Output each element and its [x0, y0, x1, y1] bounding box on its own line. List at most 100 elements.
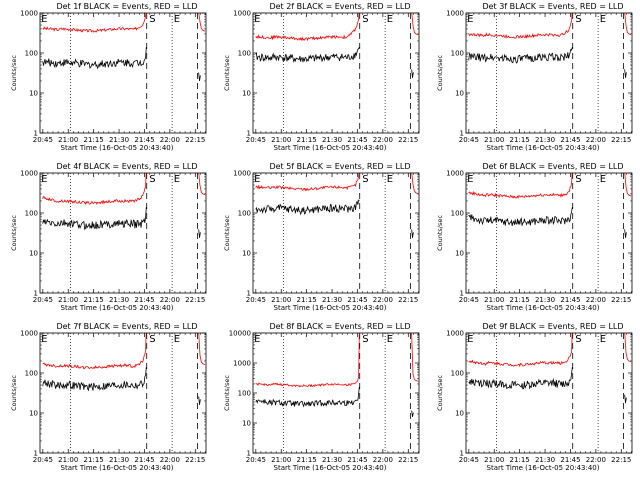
y-tick-label: 1000: [233, 10, 251, 18]
x-tick-label: 20:45: [33, 456, 53, 464]
series-lld-post: [624, 13, 632, 36]
x-tick-label: 21:30: [109, 136, 129, 144]
y-tick-label: 10: [29, 90, 38, 98]
series-lld-pre: [468, 173, 573, 199]
plot-frame: [465, 332, 633, 454]
detector-panel-5: Det 5f BLACK = Events, RED = LLD 1 10 100 10…: [213, 160, 426, 320]
chart-title: Det 2f BLACK = Events, RED = LLD: [269, 2, 410, 11]
y-tick-label: 1: [247, 130, 251, 138]
plot-frame: [39, 332, 207, 454]
y-tick-label: 1000: [20, 170, 38, 178]
marker-e: E: [174, 174, 180, 185]
marker-e: E: [41, 14, 47, 25]
x-tick-label: 22:00: [373, 296, 393, 304]
series-events-pre: [255, 386, 360, 408]
chart-svg: Det 6f BLACK = Events, RED = LLD 1 10 100 10…: [436, 162, 633, 312]
x-axis-label: Start Time (16-Oct-05 20:43:40): [274, 464, 387, 472]
x-tick-label: 20:45: [459, 456, 479, 464]
x-tick-label: 21:45: [134, 296, 154, 304]
detector-panel-4: Det 4f BLACK = Events, RED = LLD 1 10 100 10…: [0, 160, 213, 320]
y-tick-label: 1000: [233, 170, 251, 178]
series-events-post: [411, 410, 414, 417]
series-lld-post: [410, 333, 419, 382]
series-events-post: [198, 396, 201, 405]
chart-title: Det 4f BLACK = Events, RED = LLD: [56, 162, 197, 171]
x-tick-label: 21:15: [84, 136, 104, 144]
y-tick-label: 1000: [20, 10, 38, 18]
detector-panel-1: Det 1f BLACK = Events, RED = LLD 1 10 100 10…: [0, 0, 213, 160]
y-axis-label: Counts/sec: [223, 55, 231, 91]
x-tick-label: 22:00: [373, 456, 393, 464]
y-tick-label: 10: [242, 90, 251, 98]
x-axis-label: Start Time (16-Oct-05 20:43:40): [487, 464, 600, 472]
y-tick-label: 100: [451, 50, 464, 58]
marker-e: E: [174, 334, 180, 345]
x-tick-label: 20:45: [246, 296, 266, 304]
detector-panel-6: Det 6f BLACK = Events, RED = LLD 1 10 100 10…: [426, 160, 639, 320]
x-tick-label: 22:00: [373, 136, 393, 144]
chart-title: Det 8f BLACK = Events, RED = LLD: [269, 322, 410, 331]
series-lld-post: [198, 173, 206, 196]
marker-s: S: [149, 334, 155, 345]
x-tick-label: 21:15: [84, 296, 104, 304]
marker-e: E: [387, 14, 393, 25]
marker-e: E: [387, 334, 393, 345]
series-events-pre: [468, 207, 573, 227]
marker-e: E: [41, 174, 47, 185]
x-tick-label: 22:15: [611, 136, 631, 144]
y-tick-label: 100: [451, 370, 464, 378]
series-lld-pre: [42, 333, 147, 370]
x-tick-label: 21:15: [510, 456, 530, 464]
series-events-pre: [468, 47, 573, 64]
series-events-post: [624, 394, 627, 404]
plot-frame: [39, 172, 207, 294]
detector-panel-9: Det 9f BLACK = Events, RED = LLD 1 10 100 10…: [426, 320, 639, 480]
series-lld-post: [411, 13, 419, 36]
chart-title: Det 6f BLACK = Events, RED = LLD: [482, 162, 623, 171]
y-axis-label: Counts/sec: [223, 375, 231, 411]
x-tick-label: 22:15: [398, 296, 418, 304]
plot-frame: [252, 332, 420, 454]
chart-svg: Det 4f BLACK = Events, RED = LLD 1 10 100 10…: [10, 162, 207, 312]
y-tick-label: 1: [247, 450, 251, 458]
y-axis-label: Counts/sec: [436, 375, 444, 411]
marker-s: S: [362, 174, 368, 185]
y-axis-label: Counts/sec: [10, 375, 18, 411]
y-axis-label: Counts/sec: [10, 55, 18, 91]
x-tick-label: 22:15: [611, 456, 631, 464]
x-tick-label: 22:00: [160, 136, 180, 144]
y-tick-label: 10: [29, 250, 38, 258]
x-tick-label: 22:15: [185, 136, 205, 144]
y-tick-label: 1: [460, 290, 464, 298]
y-tick-label: 10000: [229, 330, 251, 338]
chart-title: Det 9f BLACK = Events, RED = LLD: [482, 322, 623, 331]
y-axis-label: Counts/sec: [10, 215, 18, 251]
chart-svg: Det 3f BLACK = Events, RED = LLD 1 10 100 10…: [436, 2, 633, 152]
series-events-post: [198, 72, 201, 82]
x-axis-label: Start Time (16-Oct-05 20:43:40): [61, 464, 174, 472]
x-tick-label: 22:15: [185, 456, 205, 464]
series-events-post: [624, 69, 627, 78]
x-tick-label: 22:15: [398, 456, 418, 464]
marker-e: E: [254, 174, 260, 185]
chart-svg: Det 7f BLACK = Events, RED = LLD 1 10 100 10…: [10, 322, 207, 472]
y-axis-label: Counts/sec: [436, 215, 444, 251]
x-tick-label: 21:45: [347, 456, 367, 464]
series-events-post: [198, 229, 201, 238]
series-events-pre: [42, 207, 147, 230]
x-axis-label: Start Time (16-Oct-05 20:43:40): [274, 304, 387, 312]
marker-e: E: [467, 334, 473, 345]
y-tick-label: 100: [238, 210, 251, 218]
marker-e: E: [600, 14, 606, 25]
x-tick-label: 20:45: [459, 136, 479, 144]
x-axis-label: Start Time (16-Oct-05 20:43:40): [487, 304, 600, 312]
detector-panel-2: Det 2f BLACK = Events, RED = LLD 1 10 100 10…: [213, 0, 426, 160]
x-tick-label: 21:15: [297, 296, 317, 304]
x-tick-label: 22:00: [586, 136, 606, 144]
y-tick-label: 100: [25, 210, 38, 218]
x-tick-label: 22:00: [586, 456, 606, 464]
series-lld-pre: [468, 13, 573, 39]
y-tick-label: 1: [247, 290, 251, 298]
y-tick-label: 1: [460, 130, 464, 138]
